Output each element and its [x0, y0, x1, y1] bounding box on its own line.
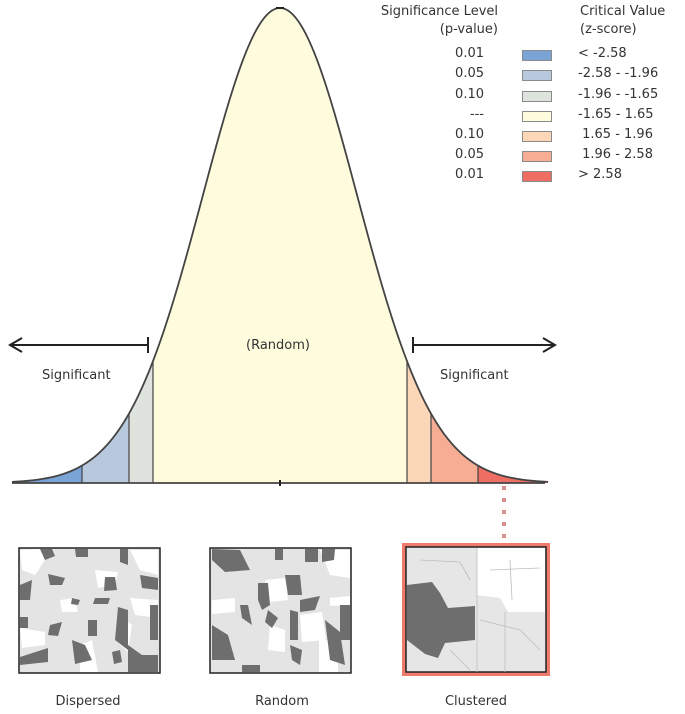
legend-p-value: 0.10: [455, 127, 484, 142]
legend-swatch: [522, 131, 552, 142]
dotted-connector: [502, 486, 506, 538]
legend-row: 0.10 -1.96 - -1.65: [350, 87, 685, 107]
legend-row: 0.05 -2.58 - -1.96: [350, 66, 685, 86]
legend-swatch: [522, 171, 552, 182]
caption-dispersed: Dispersed: [55, 694, 121, 709]
caption-random: Random: [255, 694, 309, 709]
legend-row: 0.10 1.65 - 1.96: [350, 127, 685, 147]
legend-swatch: [522, 151, 552, 162]
legend-swatch: [522, 70, 552, 81]
legend-p-value: 0.01: [455, 46, 484, 61]
region-258-196-neg: [82, 8, 129, 483]
legend-z-range: < -2.58: [578, 46, 627, 61]
legend-p-value: ---: [469, 107, 484, 122]
legend-p-value: 0.10: [455, 87, 484, 102]
legend-z-range: -1.65 - 1.65: [578, 107, 654, 122]
legend-z-range: 1.96 - 2.58: [578, 147, 653, 162]
legend-row: 0.01 > 2.58: [350, 167, 685, 187]
legend-p-value: 0.05: [455, 147, 484, 162]
legend-row: 0.01 < -2.58: [350, 46, 685, 66]
legend-header-significance: Significance Level (p-value): [358, 3, 498, 39]
legend-z-range: -1.96 - -1.65: [578, 87, 659, 102]
caption-clustered: Clustered: [444, 694, 508, 709]
map-dispersed: [18, 547, 161, 674]
legend-row: --- -1.65 - 1.65: [350, 107, 685, 127]
legend-z-range: > 2.58: [578, 167, 622, 182]
significant-label-left: Significant: [42, 368, 111, 383]
legend-swatch: [522, 50, 552, 61]
legend-header-z-line2: (z-score): [580, 22, 637, 37]
map-clustered: [402, 543, 550, 676]
legend-header-z-line1: Critical Value: [580, 4, 666, 19]
region-dividers: [81, 361, 479, 483]
legend-z-range: 1.65 - 1.96: [578, 127, 653, 142]
legend-header-p-line1: Significance Level: [380, 4, 498, 19]
legend-swatch: [522, 91, 552, 102]
random-label: (Random): [246, 338, 310, 353]
legend-p-value: 0.01: [455, 167, 484, 182]
region-lt-258: [12, 8, 82, 483]
legend-p-value: 0.05: [455, 66, 484, 81]
map-random: [209, 547, 352, 674]
right-arrow: [412, 337, 557, 353]
legend-z-range: -2.58 - -1.96: [578, 66, 659, 81]
legend-row: 0.05 1.96 - 2.58: [350, 147, 685, 167]
left-arrow: [8, 337, 149, 353]
legend-header-p-line2: (p-value): [439, 22, 498, 37]
legend-swatch: [522, 111, 552, 122]
significant-label-right: Significant: [440, 368, 509, 383]
region-196-165-neg: [129, 8, 153, 483]
legend-header-critical: Critical Value (z-score): [580, 3, 665, 39]
